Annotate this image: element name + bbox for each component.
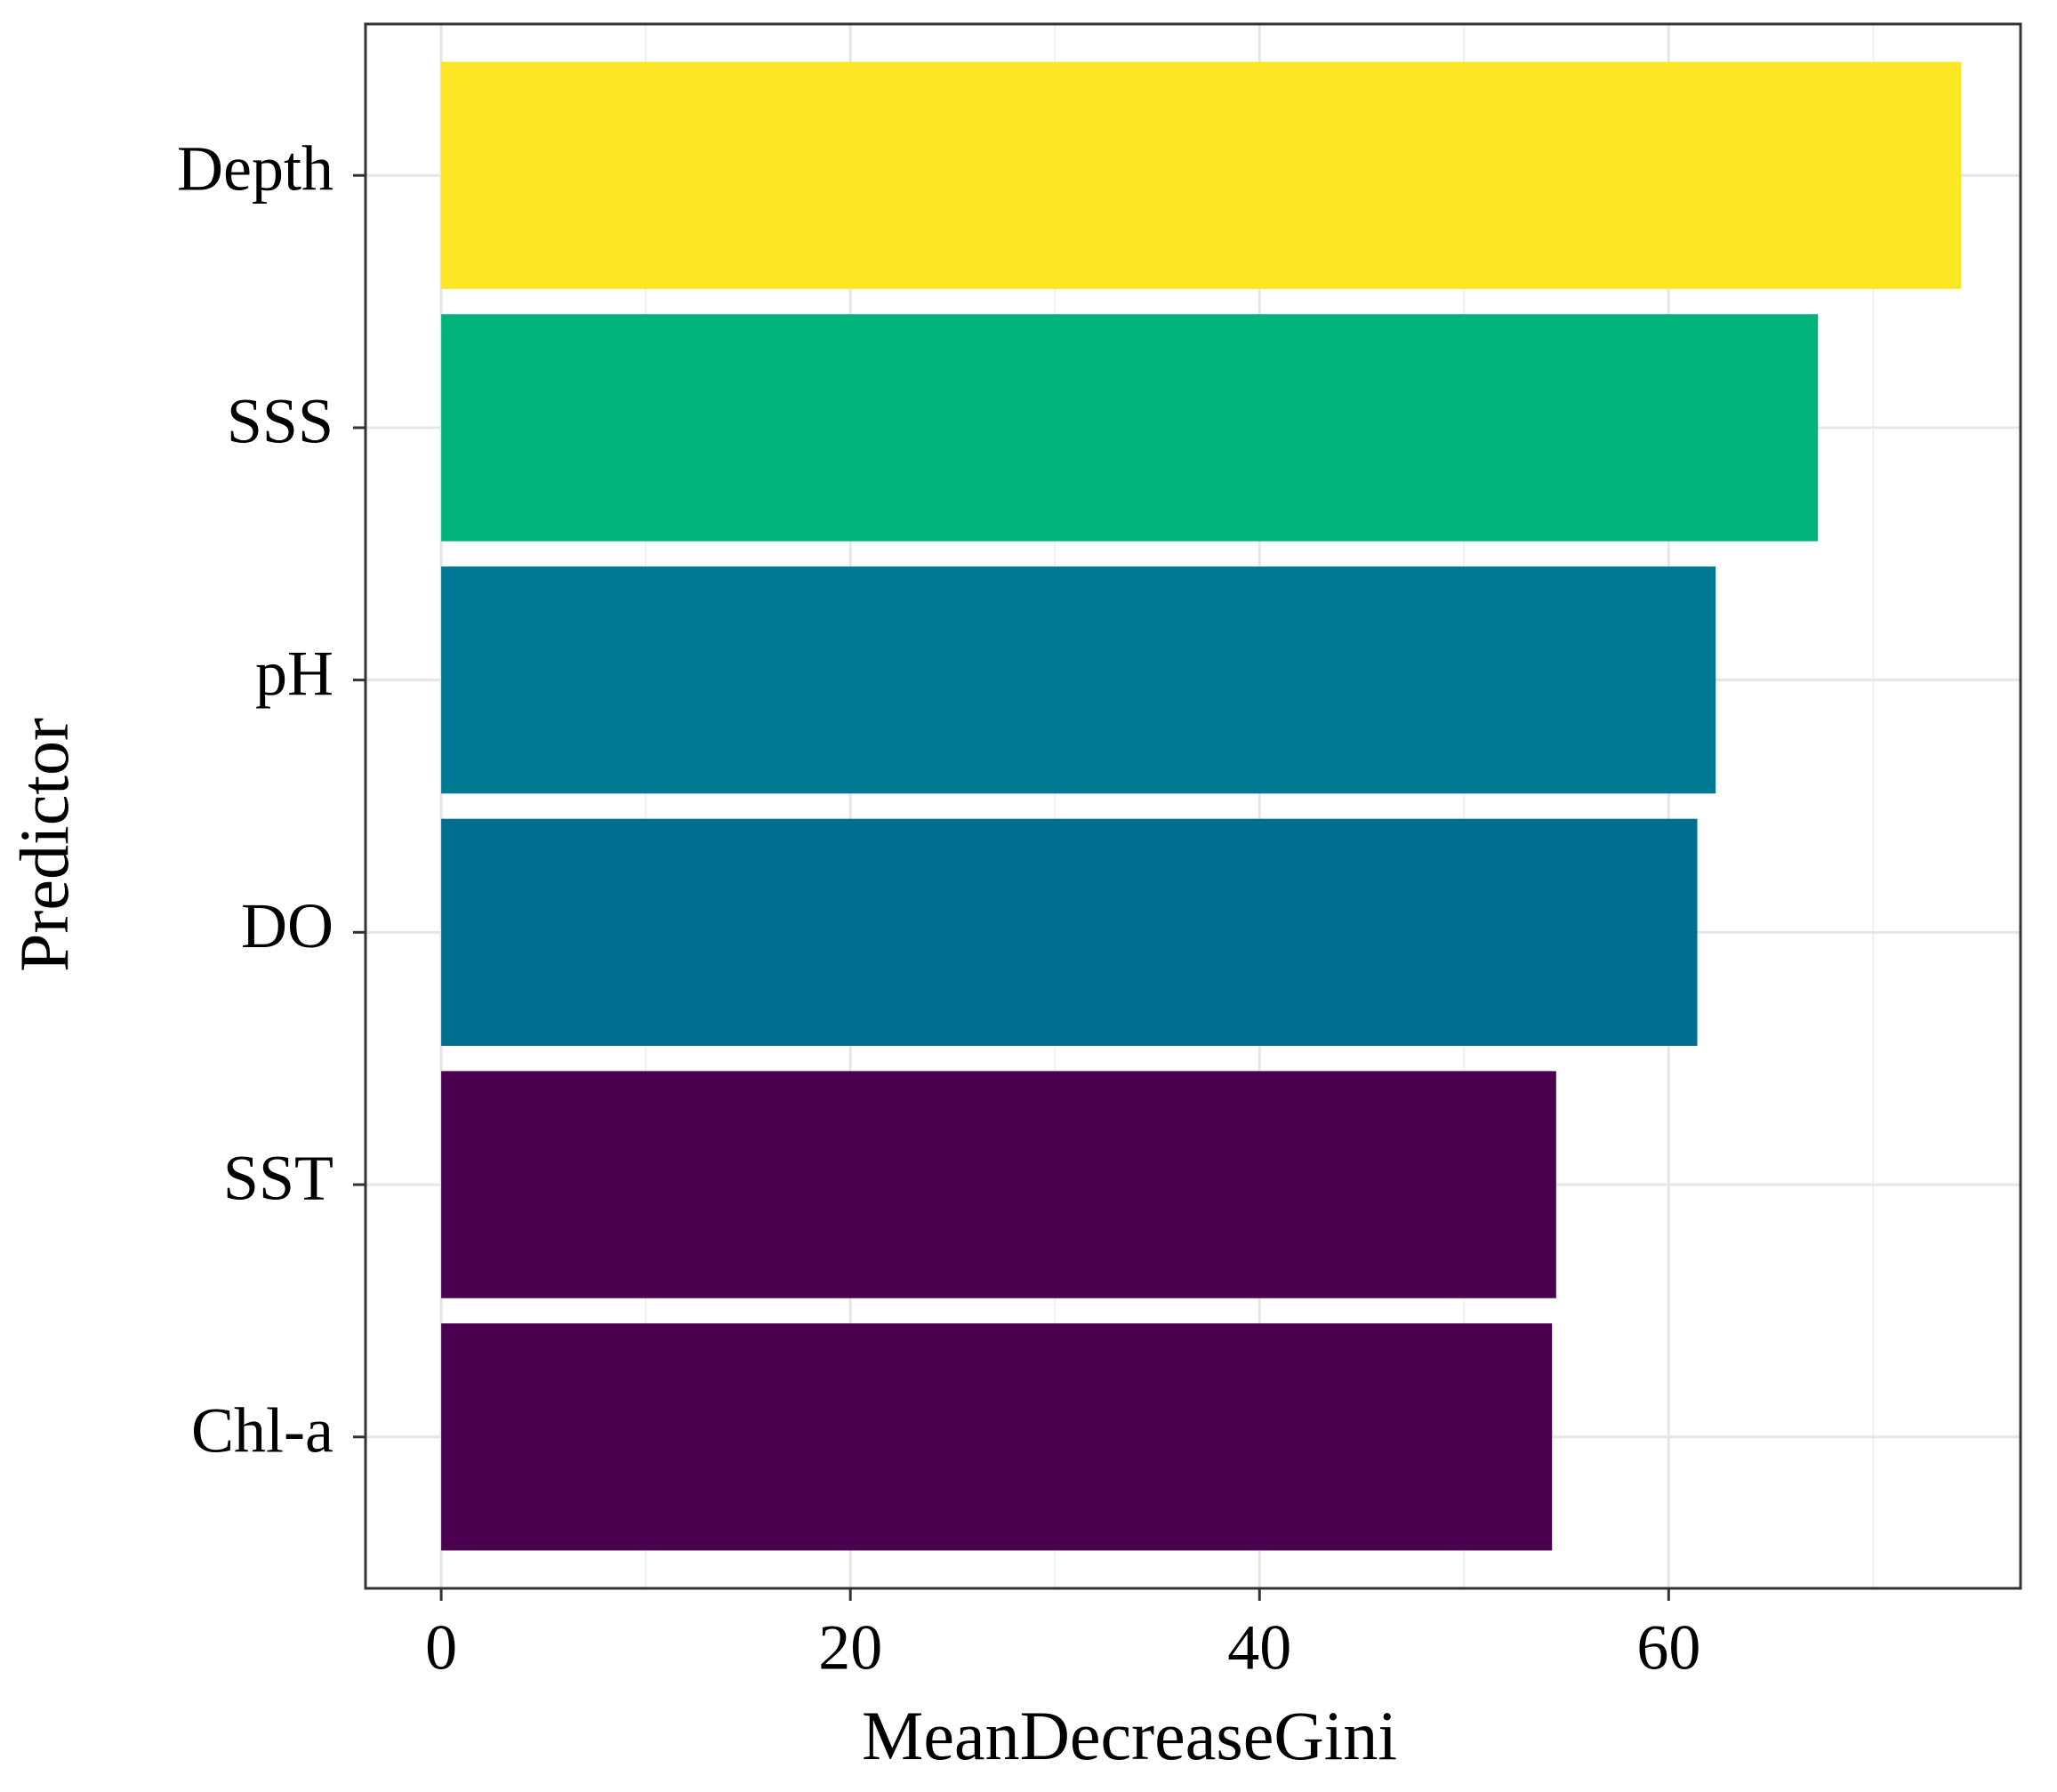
y-tick-label: SST	[223, 1143, 333, 1214]
x-tick-label: 20	[818, 1612, 882, 1684]
y-tick-label: SSS	[227, 385, 333, 456]
bar	[441, 61, 1962, 289]
x-tick-label: 0	[425, 1612, 457, 1684]
y-tick-label: pH	[255, 638, 333, 709]
y-axis-title: Predictor	[5, 718, 83, 972]
bar	[441, 818, 1698, 1047]
x-tick-label: 60	[1636, 1612, 1700, 1684]
panel-border	[364, 22, 2022, 1590]
x-axis-title: MeanDecreaseGini	[862, 1697, 1397, 1774]
bar	[441, 1323, 1553, 1551]
y-tick-label: Chl-a	[191, 1394, 333, 1466]
bar	[441, 1071, 1556, 1298]
x-tick-label: 40	[1227, 1612, 1291, 1684]
bar	[441, 566, 1716, 794]
bar	[441, 314, 1819, 542]
y-tick-label: DO	[241, 890, 333, 961]
y-tick-label: Depth	[177, 133, 333, 205]
